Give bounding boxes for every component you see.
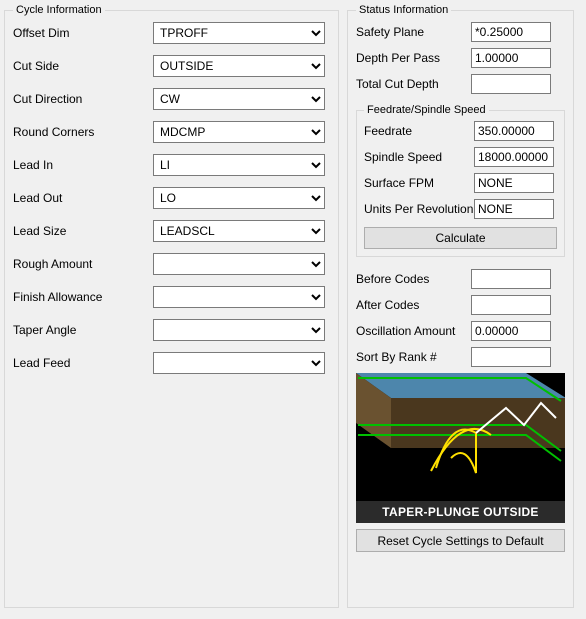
- cycle-fieldset: Cycle Information Offset Dim TPROFF Cut …: [4, 4, 339, 608]
- reset-button[interactable]: Reset Cycle Settings to Default: [356, 529, 565, 552]
- row-finish-allowance: Finish Allowance: [13, 286, 330, 308]
- row-safety-plane: Safety Plane: [356, 22, 565, 42]
- row-feedrate: Feedrate: [364, 121, 557, 141]
- row-lead-size: Lead Size LEADSCL: [13, 220, 330, 242]
- input-before-codes[interactable]: [471, 269, 551, 289]
- input-oscillation[interactable]: [471, 321, 551, 341]
- label-lead-in: Lead In: [13, 158, 153, 172]
- label-safety-plane: Safety Plane: [356, 25, 471, 39]
- root: Cycle Information Offset Dim TPROFF Cut …: [0, 0, 586, 619]
- row-rough-amount: Rough Amount: [13, 253, 330, 275]
- label-total-cut-depth: Total Cut Depth: [356, 77, 471, 91]
- row-units-rev: Units Per Revolution: [364, 199, 557, 219]
- status-fieldset: Status Information Safety Plane Depth Pe…: [347, 4, 574, 608]
- input-feedrate[interactable]: [474, 121, 554, 141]
- row-cut-side: Cut Side OUTSIDE: [13, 55, 330, 77]
- combo-taper-angle[interactable]: [153, 319, 325, 341]
- input-units-rev[interactable]: [474, 199, 554, 219]
- label-lead-out: Lead Out: [13, 191, 153, 205]
- label-lead-size: Lead Size: [13, 224, 153, 238]
- label-sort-rank: Sort By Rank #: [356, 350, 471, 364]
- combo-rough-amount[interactable]: [153, 253, 325, 275]
- label-offset-dim: Offset Dim: [13, 26, 153, 40]
- label-round-corners: Round Corners: [13, 125, 153, 139]
- row-sort-rank: Sort By Rank #: [356, 347, 565, 367]
- input-spindle[interactable]: [474, 147, 554, 167]
- calculate-button[interactable]: Calculate: [364, 227, 557, 249]
- label-spindle: Spindle Speed: [364, 150, 474, 164]
- input-surface-fpm[interactable]: [474, 173, 554, 193]
- label-cut-side: Cut Side: [13, 59, 153, 73]
- input-sort-rank[interactable]: [471, 347, 551, 367]
- combo-lead-in[interactable]: LI: [153, 154, 325, 176]
- label-after-codes: After Codes: [356, 298, 471, 312]
- preview-caption: TAPER-PLUNGE OUTSIDE: [356, 501, 565, 523]
- combo-lead-out[interactable]: LO: [153, 187, 325, 209]
- status-legend: Status Information: [356, 4, 451, 16]
- input-after-codes[interactable]: [471, 295, 551, 315]
- preview-diagram-icon: [356, 373, 565, 501]
- after-block: Before Codes After Codes Oscillation Amo…: [356, 269, 565, 373]
- input-depth-per-pass[interactable]: [471, 48, 551, 68]
- label-rough-amount: Rough Amount: [13, 257, 153, 271]
- row-lead-feed: Lead Feed: [13, 352, 330, 374]
- row-cut-direction: Cut Direction CW: [13, 88, 330, 110]
- row-total-cut-depth: Total Cut Depth: [356, 74, 565, 94]
- preview-image: TAPER-PLUNGE OUTSIDE: [356, 373, 565, 523]
- input-total-cut-depth[interactable]: [471, 74, 551, 94]
- row-oscillation: Oscillation Amount: [356, 321, 565, 341]
- combo-offset-dim[interactable]: TPROFF: [153, 22, 325, 44]
- label-before-codes: Before Codes: [356, 272, 471, 286]
- row-taper-angle: Taper Angle: [13, 319, 330, 341]
- feedspeed-legend: Feedrate/Spindle Speed: [364, 104, 489, 116]
- row-round-corners: Round Corners MDCMP: [13, 121, 330, 143]
- status-column: Status Information Safety Plane Depth Pe…: [347, 4, 574, 615]
- combo-cut-side[interactable]: OUTSIDE: [153, 55, 325, 77]
- label-finish-allowance: Finish Allowance: [13, 290, 153, 304]
- row-surface-fpm: Surface FPM: [364, 173, 557, 193]
- label-lead-feed: Lead Feed: [13, 356, 153, 370]
- combo-round-corners[interactable]: MDCMP: [153, 121, 325, 143]
- row-lead-in: Lead In LI: [13, 154, 330, 176]
- combo-lead-feed[interactable]: [153, 352, 325, 374]
- label-cut-direction: Cut Direction: [13, 92, 153, 106]
- combo-cut-direction[interactable]: CW: [153, 88, 325, 110]
- cycle-column: Cycle Information Offset Dim TPROFF Cut …: [4, 4, 339, 615]
- label-depth-per-pass: Depth Per Pass: [356, 51, 471, 65]
- row-before-codes: Before Codes: [356, 269, 565, 289]
- cycle-legend: Cycle Information: [13, 4, 105, 16]
- row-lead-out: Lead Out LO: [13, 187, 330, 209]
- combo-finish-allowance[interactable]: [153, 286, 325, 308]
- row-after-codes: After Codes: [356, 295, 565, 315]
- label-feedrate: Feedrate: [364, 124, 474, 138]
- row-spindle: Spindle Speed: [364, 147, 557, 167]
- row-depth-per-pass: Depth Per Pass: [356, 48, 565, 68]
- label-surface-fpm: Surface FPM: [364, 176, 474, 190]
- row-offset-dim: Offset Dim TPROFF: [13, 22, 330, 44]
- input-safety-plane[interactable]: [471, 22, 551, 42]
- label-oscillation: Oscillation Amount: [356, 324, 471, 338]
- label-units-rev: Units Per Revolution: [364, 202, 474, 216]
- combo-lead-size[interactable]: LEADSCL: [153, 220, 325, 242]
- label-taper-angle: Taper Angle: [13, 323, 153, 337]
- feedspeed-fieldset: Feedrate/Spindle Speed Feedrate Spindle …: [356, 104, 565, 257]
